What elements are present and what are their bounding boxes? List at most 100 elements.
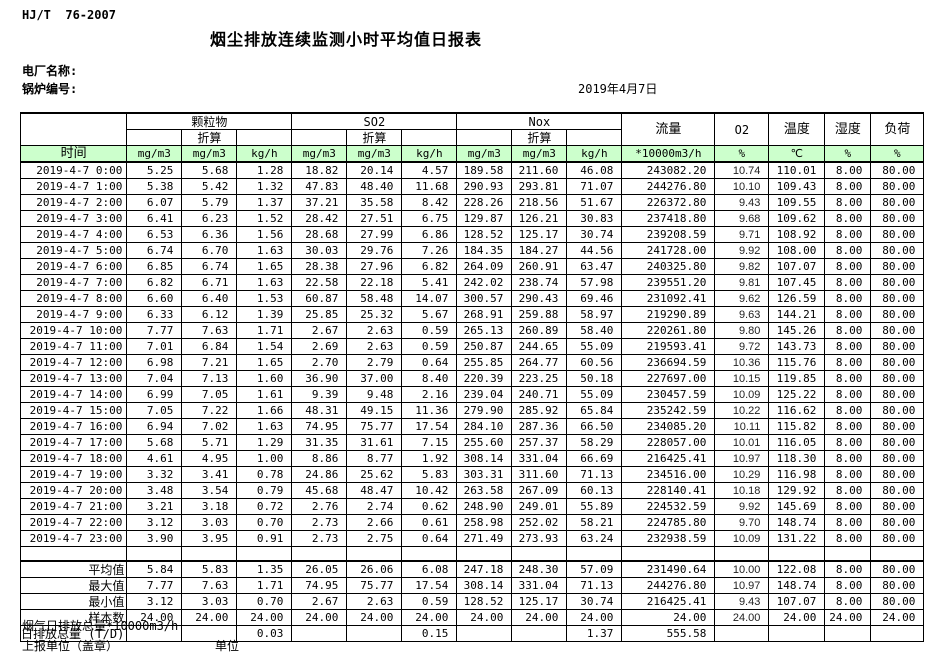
value-cell: 5.83	[401, 466, 458, 483]
value-cell: 9.92	[714, 242, 770, 259]
value-cell: 24.00	[346, 609, 403, 626]
value-cell: 7.15	[401, 434, 458, 451]
value-cell: 145.26	[768, 322, 826, 339]
value-cell: 10.09	[714, 386, 770, 403]
value-cell: 247.18	[456, 560, 513, 578]
value-cell: 8.00	[824, 290, 872, 307]
table-row: 2019-4-7 8:00 6.60 6.40 1.53 60.87 58.48 14.07…	[19, 290, 925, 307]
value-cell: 116.98	[768, 466, 826, 483]
value-cell: 0.78	[236, 466, 293, 483]
value-cell: 24.00	[236, 609, 293, 626]
value-cell: 128.52	[456, 226, 513, 243]
value-cell	[456, 625, 513, 642]
value-cell: 3.95	[181, 530, 238, 547]
value-cell: 2.63	[346, 322, 403, 339]
value-cell: 35.58	[346, 194, 403, 211]
value-cell: 1.53	[236, 290, 293, 307]
row-time-cell: 2019-4-7 17:00	[19, 434, 128, 451]
value-cell: 119.85	[768, 370, 826, 387]
value-cell: 0.79	[236, 482, 293, 499]
table-row: 2019-4-7 19:00 3.32 3.41 0.78 24.86 25.62 5.83…	[19, 466, 925, 483]
value-cell: 8.00	[824, 498, 872, 515]
value-cell	[714, 625, 770, 642]
value-cell: 144.21	[768, 306, 826, 323]
row-time-cell: 2019-4-7 19:00	[19, 466, 128, 483]
value-cell: 6.82	[401, 258, 458, 275]
value-cell: 10.01	[714, 434, 770, 451]
value-cell: 129.92	[768, 482, 826, 499]
value-cell: 10.00	[714, 560, 770, 578]
unit-cell: *10000m3/h	[621, 145, 716, 163]
value-cell: 8.00	[824, 434, 872, 451]
value-cell: 8.00	[824, 194, 872, 211]
value-cell: 2.73	[291, 514, 348, 531]
value-cell	[768, 625, 826, 642]
row-time-cell: 2019-4-7 11:00	[19, 338, 128, 355]
value-cell: 7.22	[181, 402, 238, 419]
value-cell: 6.23	[181, 210, 238, 227]
value-cell: 250.87	[456, 338, 513, 355]
monitoring-table: 颗粒物 SO2 Nox 流量 O2 温度 湿度 负荷 折算 折算 折算 时间 m…	[19, 112, 925, 642]
value-cell: 37.21	[291, 194, 348, 211]
value-cell: 242.02	[456, 274, 513, 291]
value-cell	[346, 625, 403, 642]
value-cell: 48.47	[346, 482, 403, 499]
value-cell: 6.12	[181, 306, 238, 323]
value-cell: 80.00	[870, 466, 925, 483]
summary-label: 日排放总量 (T/D)	[19, 625, 128, 642]
value-cell: 0.59	[401, 593, 458, 610]
header-row-groups: 颗粒物 SO2 Nox 流量 O2 温度 湿度 负荷	[19, 112, 925, 146]
value-cell: 284.10	[456, 418, 513, 435]
empty-cell	[456, 546, 513, 562]
value-cell: 27.99	[346, 226, 403, 243]
value-cell: 2.67	[291, 322, 348, 339]
value-cell: 268.91	[456, 306, 513, 323]
value-cell: 27.51	[346, 210, 403, 227]
row-time-cell: 2019-4-7 3:00	[19, 210, 128, 227]
value-cell: 224785.80	[621, 514, 716, 531]
value-cell: 129.87	[456, 210, 513, 227]
value-cell: 9.43	[714, 593, 770, 610]
value-cell: 6.53	[126, 226, 183, 243]
value-cell: 6.07	[126, 194, 183, 211]
value-cell: 7.77	[126, 577, 183, 594]
value-cell: 80.00	[870, 482, 925, 499]
value-cell: 24.00	[824, 609, 872, 626]
value-cell: 1.00	[236, 450, 293, 467]
value-cell: 80.00	[870, 306, 925, 323]
report-date: 2019年4月7日	[578, 82, 658, 96]
value-cell: 80.00	[870, 450, 925, 467]
header-load: 负荷	[870, 112, 925, 146]
value-cell: 80.00	[870, 258, 925, 275]
value-cell: 9.62	[714, 290, 770, 307]
value-cell: 5.42	[181, 178, 238, 195]
unit-cell: %	[714, 145, 770, 163]
unit-cell: %	[870, 145, 925, 163]
summary-label: 最小值	[19, 593, 128, 610]
value-cell: 48.31	[291, 402, 348, 419]
value-cell: 285.92	[511, 402, 568, 419]
value-cell: 71.13	[566, 466, 623, 483]
table-row: 2019-4-7 15:00 7.05 7.22 1.66 48.31 49.15 11.3…	[19, 402, 925, 419]
value-cell: 6.71	[181, 274, 238, 291]
value-cell: 80.00	[870, 402, 925, 419]
value-cell: 308.14	[456, 450, 513, 467]
value-cell: 10.29	[714, 466, 770, 483]
value-cell: 5.79	[181, 194, 238, 211]
table-row: 2019-4-7 17:00 5.68 5.71 1.29 31.35 31.61 7.15…	[19, 434, 925, 451]
value-cell: 8.00	[824, 161, 872, 179]
row-time-cell: 2019-4-7 23:00	[19, 530, 128, 547]
value-cell: 80.00	[870, 418, 925, 435]
value-cell: 7.05	[126, 402, 183, 419]
table-row: 2019-4-7 5:00 6.74 6.70 1.63 30.03 29.76 7.26 1…	[19, 242, 925, 259]
table-row: 2019-4-7 7:00 6.82 6.71 1.63 22.58 22.18 5.41 2…	[19, 274, 925, 291]
standard-number: HJ/T 76-2007	[22, 8, 116, 22]
value-cell: 258.98	[456, 514, 513, 531]
value-cell: 80.00	[870, 210, 925, 227]
value-cell: 108.00	[768, 242, 826, 259]
value-cell: 25.85	[291, 306, 348, 323]
value-cell: 65.84	[566, 402, 623, 419]
value-cell: 259.88	[511, 306, 568, 323]
value-cell: 80.00	[870, 290, 925, 307]
value-cell: 126.59	[768, 290, 826, 307]
